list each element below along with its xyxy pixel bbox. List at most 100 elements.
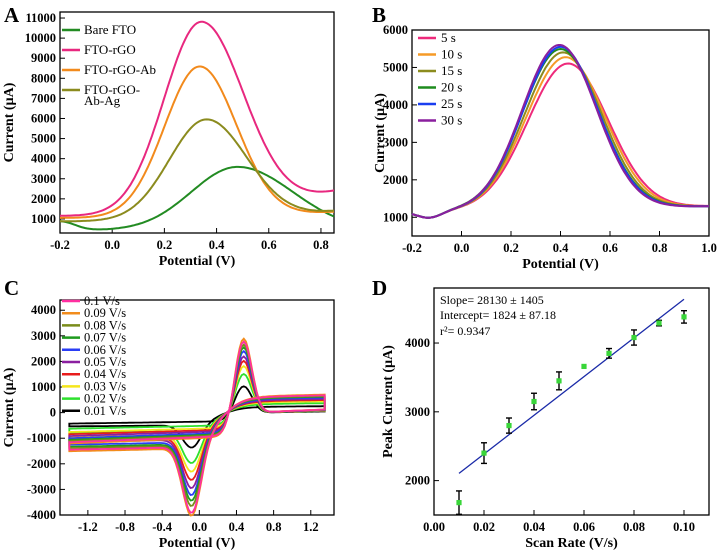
panel-c-y-tick-label: -2000	[27, 457, 56, 471]
panel-c-x-tick-label: 0.8	[266, 520, 282, 534]
panel-a-x-tick-label: 0.0	[104, 238, 120, 252]
panel-c-legend-label: 0.03 V/s	[84, 379, 126, 393]
panel-b-y-tick-label: 3000	[383, 135, 408, 149]
panel-c-legend-label: 0.05 V/s	[84, 355, 126, 369]
panel-a-x-axis-label: Potential (V)	[159, 254, 236, 269]
panel-d-x-axis-label: Scan Rate (V/s)	[525, 536, 618, 551]
panel-b-y-tick-label: 5000	[383, 60, 408, 74]
panel-c-y-tick-label: 0	[50, 406, 56, 420]
panel-b-chart: -0.2 0.0 0.2 0.4 0.6 0.8 1.0 1000 2000 3000 4000 50…	[373, 23, 717, 272]
panel-a-y-tick-label: 8000	[31, 71, 56, 85]
panel-b-legend-label: 25 s	[441, 96, 462, 111]
panel-a-y-tick-label: 10000	[25, 31, 56, 45]
panel-c-series-0-1-V-s	[68, 340, 326, 514]
panel-d-plot-frame	[433, 287, 710, 516]
panel-a-legend-label: FTO-rGO-	[84, 82, 140, 97]
panel-c-legend-label: 0.08 V/s	[84, 318, 126, 332]
panel-c-y-tick-label: 3000	[31, 329, 56, 343]
panel-d-y-tick-label: 2000	[405, 474, 430, 488]
panel-a-y-tick-label: 5000	[31, 132, 56, 146]
panel-c-plot-frame	[59, 299, 335, 516]
panel-d-x-tick-label: 0.08	[623, 520, 645, 534]
panel-label-d: D	[372, 276, 387, 300]
panel-d-chart: 0.00 0.02 0.04 0.06 0.08 0.10 2000 3000 4000 Scan…	[381, 287, 710, 551]
panel-b-x-axis-label: Potential (V)	[522, 257, 599, 272]
panel-label-a: A	[4, 3, 20, 27]
panel-a-legend-label: Bare FTO	[84, 22, 136, 37]
panel-d-data-point	[506, 422, 512, 429]
panel-a-series-fto-rgo-ab	[60, 65, 335, 219]
panel-b-y-tick-label: 6000	[383, 23, 408, 37]
panel-label-c: C	[4, 276, 19, 300]
panel-c-legend-label: 0.02 V/s	[84, 392, 126, 406]
panel-c-y-tick-label: 1000	[31, 380, 56, 394]
panel-c-x-tick-label: -0.8	[115, 520, 135, 534]
panel-a-y-tick-label: 4000	[31, 152, 56, 166]
panel-d-x-tick-label: 0.06	[573, 520, 595, 534]
panel-d-slope-annotation: Slope= 28130 ± 1405	[440, 293, 544, 307]
panel-b-legend-label: 20 s	[441, 80, 462, 95]
panel-c-y-tick-label: -1000	[27, 431, 56, 445]
panel-c-chart: -1.2 -0.8 -0.4 0.0 0.4 0.8 1.2 -4000 -3000 -2000 -…	[2, 294, 335, 551]
panel-c-legend-label: 0.1 V/s	[84, 294, 120, 308]
panel-b-y-axis-label: Current (µA)	[373, 93, 388, 173]
panel-a-series-fto-rgo-ab-ag	[60, 118, 335, 223]
panel-c-legend-label: 0.06 V/s	[84, 343, 126, 357]
panel-a-series-bare-fto	[59, 165, 335, 231]
panel-a-y-tick-label: 9000	[31, 51, 56, 65]
panel-b-x-tick-label: 0.4	[553, 241, 569, 255]
panel-c-legend-label: 0.07 V/s	[84, 331, 126, 345]
panel-b-y-tick-label: 1000	[383, 210, 408, 224]
panel-b-series-30s	[411, 44, 709, 219]
panel-a-y-tick-label: 7000	[31, 91, 56, 105]
panel-d-y-tick-label: 4000	[405, 336, 430, 350]
panel-c-x-tick-label: 0.4	[229, 520, 245, 534]
panel-c-x-axis-label: Potential (V)	[159, 536, 236, 551]
panel-b-legend-label: 15 s	[441, 63, 462, 78]
panel-b-x-tick-label: 0.0	[454, 241, 470, 255]
panel-a-legend-label: FTO-rGO-Ab	[84, 62, 156, 77]
panel-c-y-tick-label: 4000	[31, 303, 56, 317]
panel-a-y-axis-label: Current (µA)	[2, 82, 17, 162]
panel-d-data-point	[581, 363, 587, 370]
panel-c-x-tick-label: -1.2	[78, 520, 98, 534]
panel-a-legend-label: Ab-Ag	[84, 93, 121, 108]
panel-a-x-tick-label: 0.4	[209, 238, 225, 252]
panel-c-legend-label: 0.04 V/s	[84, 367, 126, 381]
panel-d-r2-annotation: r²= 0.9347	[440, 324, 490, 338]
panel-b-legend-label: 5 s	[441, 30, 456, 45]
panel-d-data-point	[606, 350, 612, 356]
panel-c-x-tick-label: -0.4	[152, 520, 173, 534]
panel-a-legend-label: FTO-rGO	[84, 42, 136, 57]
panel-a-x-tick-label: -0.2	[50, 238, 70, 252]
panel-b-y-tick-label: 4000	[383, 98, 408, 112]
panel-a-plot-frame	[59, 11, 335, 234]
panel-b-x-tick-label: -0.2	[402, 241, 422, 255]
panel-d-y-axis-label: Peak Current (µA)	[381, 345, 396, 458]
panel-b-x-tick-label: 0.2	[503, 241, 519, 255]
panel-d-data-point	[656, 320, 662, 326]
panel-d-y-tick-label: 3000	[405, 405, 430, 419]
panel-d-data-point	[531, 398, 537, 405]
panel-c-x-tick-label: 1.2	[303, 520, 319, 534]
panel-b-x-tick-label: 1.0	[701, 241, 717, 255]
panel-b-x-tick-label: 0.8	[652, 241, 668, 255]
panel-a-y-tick-label: 1000	[31, 212, 56, 226]
panel-c-y-axis-label: Current (µA)	[2, 367, 17, 447]
panel-a-y-tick-label: 6000	[31, 111, 56, 125]
panel-d-data-point	[556, 378, 562, 384]
panel-c-y-tick-label: -3000	[27, 482, 56, 496]
panel-b-x-tick-label: 0.6	[602, 241, 618, 255]
panel-d-x-tick-label: 0.04	[523, 520, 546, 534]
panel-a-series-fto-rgo	[60, 20, 335, 217]
panel-d-data-point	[456, 500, 462, 506]
panel-c-legend-label: 0.09 V/s	[84, 306, 126, 320]
panel-b-legend-label: 10 s	[441, 47, 462, 62]
panel-d-data-point	[631, 334, 637, 341]
panel-a-x-tick-label: 0.8	[313, 238, 329, 252]
panel-b-y-tick-label: 2000	[383, 173, 408, 187]
panel-c-legend-label: 0.01 V/s	[84, 404, 126, 418]
panel-c-y-tick-label: 2000	[31, 354, 56, 368]
panel-d-intercept-annotation: Intercept= 1824 ± 87.18	[440, 308, 556, 322]
